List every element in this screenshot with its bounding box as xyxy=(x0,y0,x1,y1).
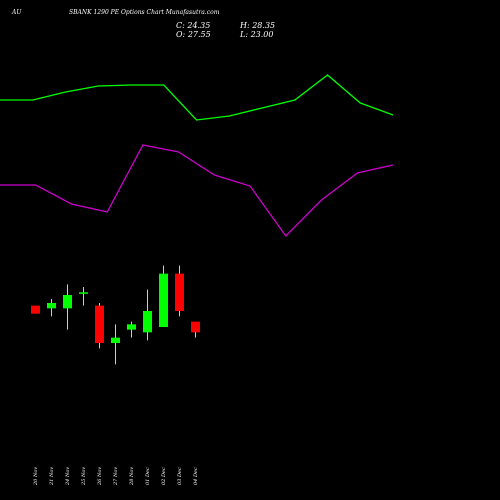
high-value: 28.35 xyxy=(252,21,276,30)
candle-25-nov xyxy=(79,287,88,306)
x-tick-label: 03 Dec xyxy=(177,467,183,485)
low-label: L: xyxy=(240,30,249,39)
close-value: 24.35 xyxy=(187,21,211,30)
candle-27-nov xyxy=(111,324,120,365)
candlesticks xyxy=(31,265,200,365)
candle-body xyxy=(191,321,200,333)
candle-body xyxy=(127,324,136,330)
high-readout: H: 28.35 xyxy=(240,21,275,30)
candle-20-nov xyxy=(31,305,40,314)
close-readout: C: 24.35 xyxy=(176,21,210,30)
x-tick-label: 24 Nov xyxy=(65,467,71,486)
candle-26-nov xyxy=(95,303,104,349)
candle-body xyxy=(79,292,88,294)
header-title: SBANK 1290 PE Options Chart Munafasutra.… xyxy=(69,9,220,16)
x-tick-label: 25 Nov xyxy=(81,467,87,486)
candle-03-dec xyxy=(175,265,184,317)
high-label: H: xyxy=(240,21,250,30)
candle-body xyxy=(175,273,184,311)
low-value: 23.00 xyxy=(250,30,274,39)
x-axis-labels: 20 Nov 21 Nov 24 Nov 25 Nov 26 Nov 27 Nov 28 N… xyxy=(33,467,199,486)
x-tick-label: 20 Nov xyxy=(33,467,39,486)
candle-28-nov xyxy=(127,321,136,338)
candle-body xyxy=(159,273,168,327)
open-label: O: xyxy=(176,30,186,39)
upper-line-series xyxy=(0,74,394,121)
candle-02-dec xyxy=(159,265,168,327)
indicator-lines xyxy=(0,74,394,238)
close-label: C: xyxy=(176,21,185,30)
candle-24-nov xyxy=(63,284,72,330)
candle-04-dec xyxy=(191,321,200,338)
x-tick-label: 04 Dec xyxy=(193,467,199,485)
open-value: 27.55 xyxy=(187,30,211,39)
candle-body xyxy=(143,311,152,333)
low-readout: L: 23.00 xyxy=(240,30,273,39)
x-tick-label: 01 Dec xyxy=(145,467,151,485)
candle-body xyxy=(63,295,72,309)
candle-21-nov xyxy=(47,299,56,317)
candle-body xyxy=(95,305,104,343)
x-tick-label: 28 Nov xyxy=(129,467,135,486)
x-tick-label: 02 Dec xyxy=(161,467,167,485)
open-readout: O: 27.55 xyxy=(176,30,211,39)
candle-body xyxy=(111,337,120,343)
candle-body xyxy=(31,305,40,314)
x-tick-label: 21 Nov xyxy=(49,467,55,486)
candle-body xyxy=(47,303,56,309)
lower-line-series xyxy=(0,144,394,238)
header-left: AU xyxy=(12,9,22,16)
x-tick-label: 26 Nov xyxy=(97,467,103,486)
x-tick-label: 27 Nov xyxy=(113,467,119,486)
candle-01-dec xyxy=(143,289,152,341)
